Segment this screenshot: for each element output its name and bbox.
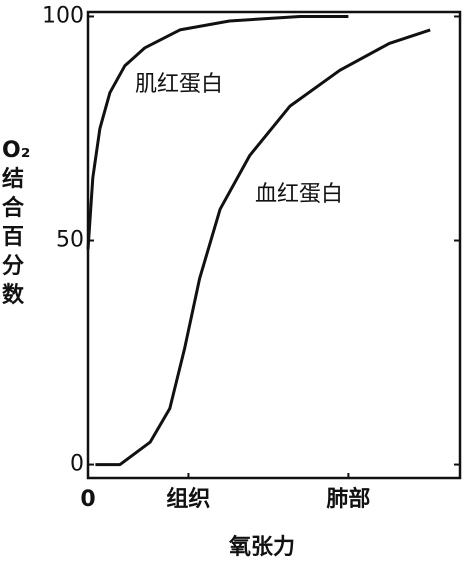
series-line	[95, 28, 431, 467]
series-line	[86, 15, 349, 250]
y-tick-label: 100	[42, 3, 84, 28]
series-label: 血红蛋白	[255, 182, 343, 207]
x-axis-label: 氧张力	[228, 535, 295, 560]
y-tick-label: 0	[70, 452, 84, 477]
x-tick-label: 组织	[166, 486, 210, 512]
y-axis-label: O₂结合百分数	[2, 138, 31, 308]
y-tick-label: 50	[56, 228, 84, 253]
series-label: 肌红蛋白	[135, 72, 223, 97]
x-tick-label: 0	[80, 487, 95, 512]
x-tick-label: 肺部	[326, 486, 370, 512]
